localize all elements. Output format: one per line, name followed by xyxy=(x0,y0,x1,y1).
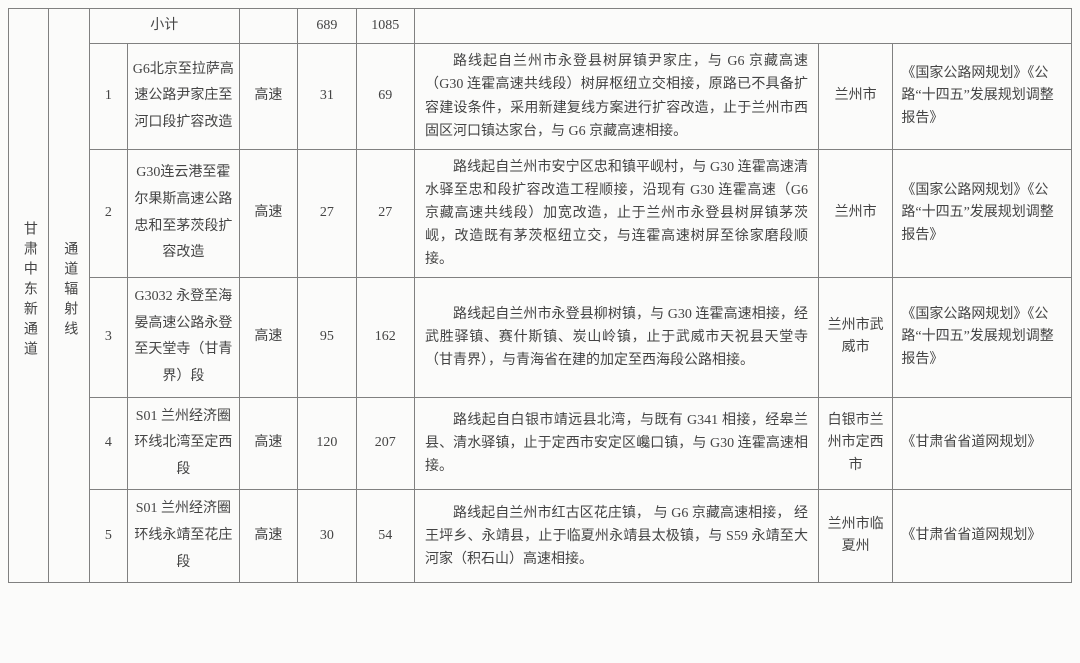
row-b: 162 xyxy=(356,278,414,397)
row-desc: 路线起自兰州市永登县树屏镇尹家庄，与 G6 京藏高速（G30 连霍高速共线段）树… xyxy=(415,44,819,149)
row-name: G3032 永登至海晏高速公路永登至天堂寺（甘青界）段 xyxy=(128,278,240,397)
row-desc: 路线起自兰州市安宁区忠和镇平岘村，与 G30 连霍高速清水驿至忠和段扩容改造工程… xyxy=(415,149,819,277)
subtotal-empty xyxy=(239,9,297,44)
row-type: 高速 xyxy=(239,278,297,397)
row-desc: 路线起自白银市靖远县北湾，与既有 G341 相接，经皋兰县、清水驿镇，止于定西市… xyxy=(415,397,819,490)
corridor-label: 甘肃中东新通道 xyxy=(18,221,40,361)
row-ref: 《甘肃省省道网规划》 xyxy=(893,490,1072,583)
row-idx: 2 xyxy=(89,149,127,277)
row-b: 69 xyxy=(356,44,414,149)
row-region: 兰州市临夏州 xyxy=(818,490,892,583)
row-idx: 1 xyxy=(89,44,127,149)
subgroup-label: 通道辐射线 xyxy=(58,241,80,341)
row-desc: 路线起自兰州市永登县柳树镇，与 G30 连霍高速相接，经武胜驿镇、赛什斯镇、炭山… xyxy=(415,278,819,397)
row-type: 高速 xyxy=(239,397,297,490)
row-a: 30 xyxy=(298,490,356,583)
subtotal-row: 甘肃中东新通道 通道辐射线 小计 689 1085 xyxy=(9,9,1072,44)
row-name: G30连云港至霍尔果斯高速公路忠和至茅茨段扩容改造 xyxy=(128,149,240,277)
row-desc: 路线起自兰州市红古区花庄镇， 与 G6 京藏高速相接， 经王坪乡、永靖县，止于临… xyxy=(415,490,819,583)
row-b: 54 xyxy=(356,490,414,583)
corridor-cell: 甘肃中东新通道 xyxy=(9,9,49,583)
row-idx: 5 xyxy=(89,490,127,583)
row-idx: 3 xyxy=(89,278,127,397)
table-row: 1 G6北京至拉萨高速公路尹家庄至河口段扩容改造 高速 31 69 路线起自兰州… xyxy=(9,44,1072,149)
subtotal-b: 1085 xyxy=(356,9,414,44)
row-name: G6北京至拉萨高速公路尹家庄至河口段扩容改造 xyxy=(128,44,240,149)
row-a: 120 xyxy=(298,397,356,490)
row-region: 兰州市 xyxy=(818,149,892,277)
subtotal-rest xyxy=(415,9,1072,44)
row-name: S01 兰州经济圈环线永靖至花庄段 xyxy=(128,490,240,583)
table-row: 2 G30连云港至霍尔果斯高速公路忠和至茅茨段扩容改造 高速 27 27 路线起… xyxy=(9,149,1072,277)
subtotal-label: 小计 xyxy=(89,9,239,44)
row-b: 207 xyxy=(356,397,414,490)
row-b: 27 xyxy=(356,149,414,277)
row-a: 95 xyxy=(298,278,356,397)
row-region: 白银市兰州市定西市 xyxy=(818,397,892,490)
row-name: S01 兰州经济圈环线北湾至定西段 xyxy=(128,397,240,490)
row-a: 31 xyxy=(298,44,356,149)
row-ref: 《国家公路网规划》《公路“十四五”发展规划调整报告》 xyxy=(893,149,1072,277)
row-region: 兰州市 xyxy=(818,44,892,149)
table-row: 4 S01 兰州经济圈环线北湾至定西段 高速 120 207 路线起自白银市靖远… xyxy=(9,397,1072,490)
subtotal-a: 689 xyxy=(298,9,356,44)
subgroup-cell: 通道辐射线 xyxy=(49,9,89,583)
table-row: 5 S01 兰州经济圈环线永靖至花庄段 高速 30 54 路线起自兰州市红古区花… xyxy=(9,490,1072,583)
row-region: 兰州市武威市 xyxy=(818,278,892,397)
row-type: 高速 xyxy=(239,44,297,149)
row-type: 高速 xyxy=(239,490,297,583)
row-ref: 《国家公路网规划》《公路“十四五”发展规划调整报告》 xyxy=(893,44,1072,149)
row-idx: 4 xyxy=(89,397,127,490)
roads-table: 甘肃中东新通道 通道辐射线 小计 689 1085 1 G6北京至拉萨高速公路尹… xyxy=(8,8,1072,583)
row-type: 高速 xyxy=(239,149,297,277)
table-row: 3 G3032 永登至海晏高速公路永登至天堂寺（甘青界）段 高速 95 162 … xyxy=(9,278,1072,397)
row-ref: 《甘肃省省道网规划》 xyxy=(893,397,1072,490)
row-a: 27 xyxy=(298,149,356,277)
row-ref: 《国家公路网规划》《公路“十四五”发展规划调整报告》 xyxy=(893,278,1072,397)
